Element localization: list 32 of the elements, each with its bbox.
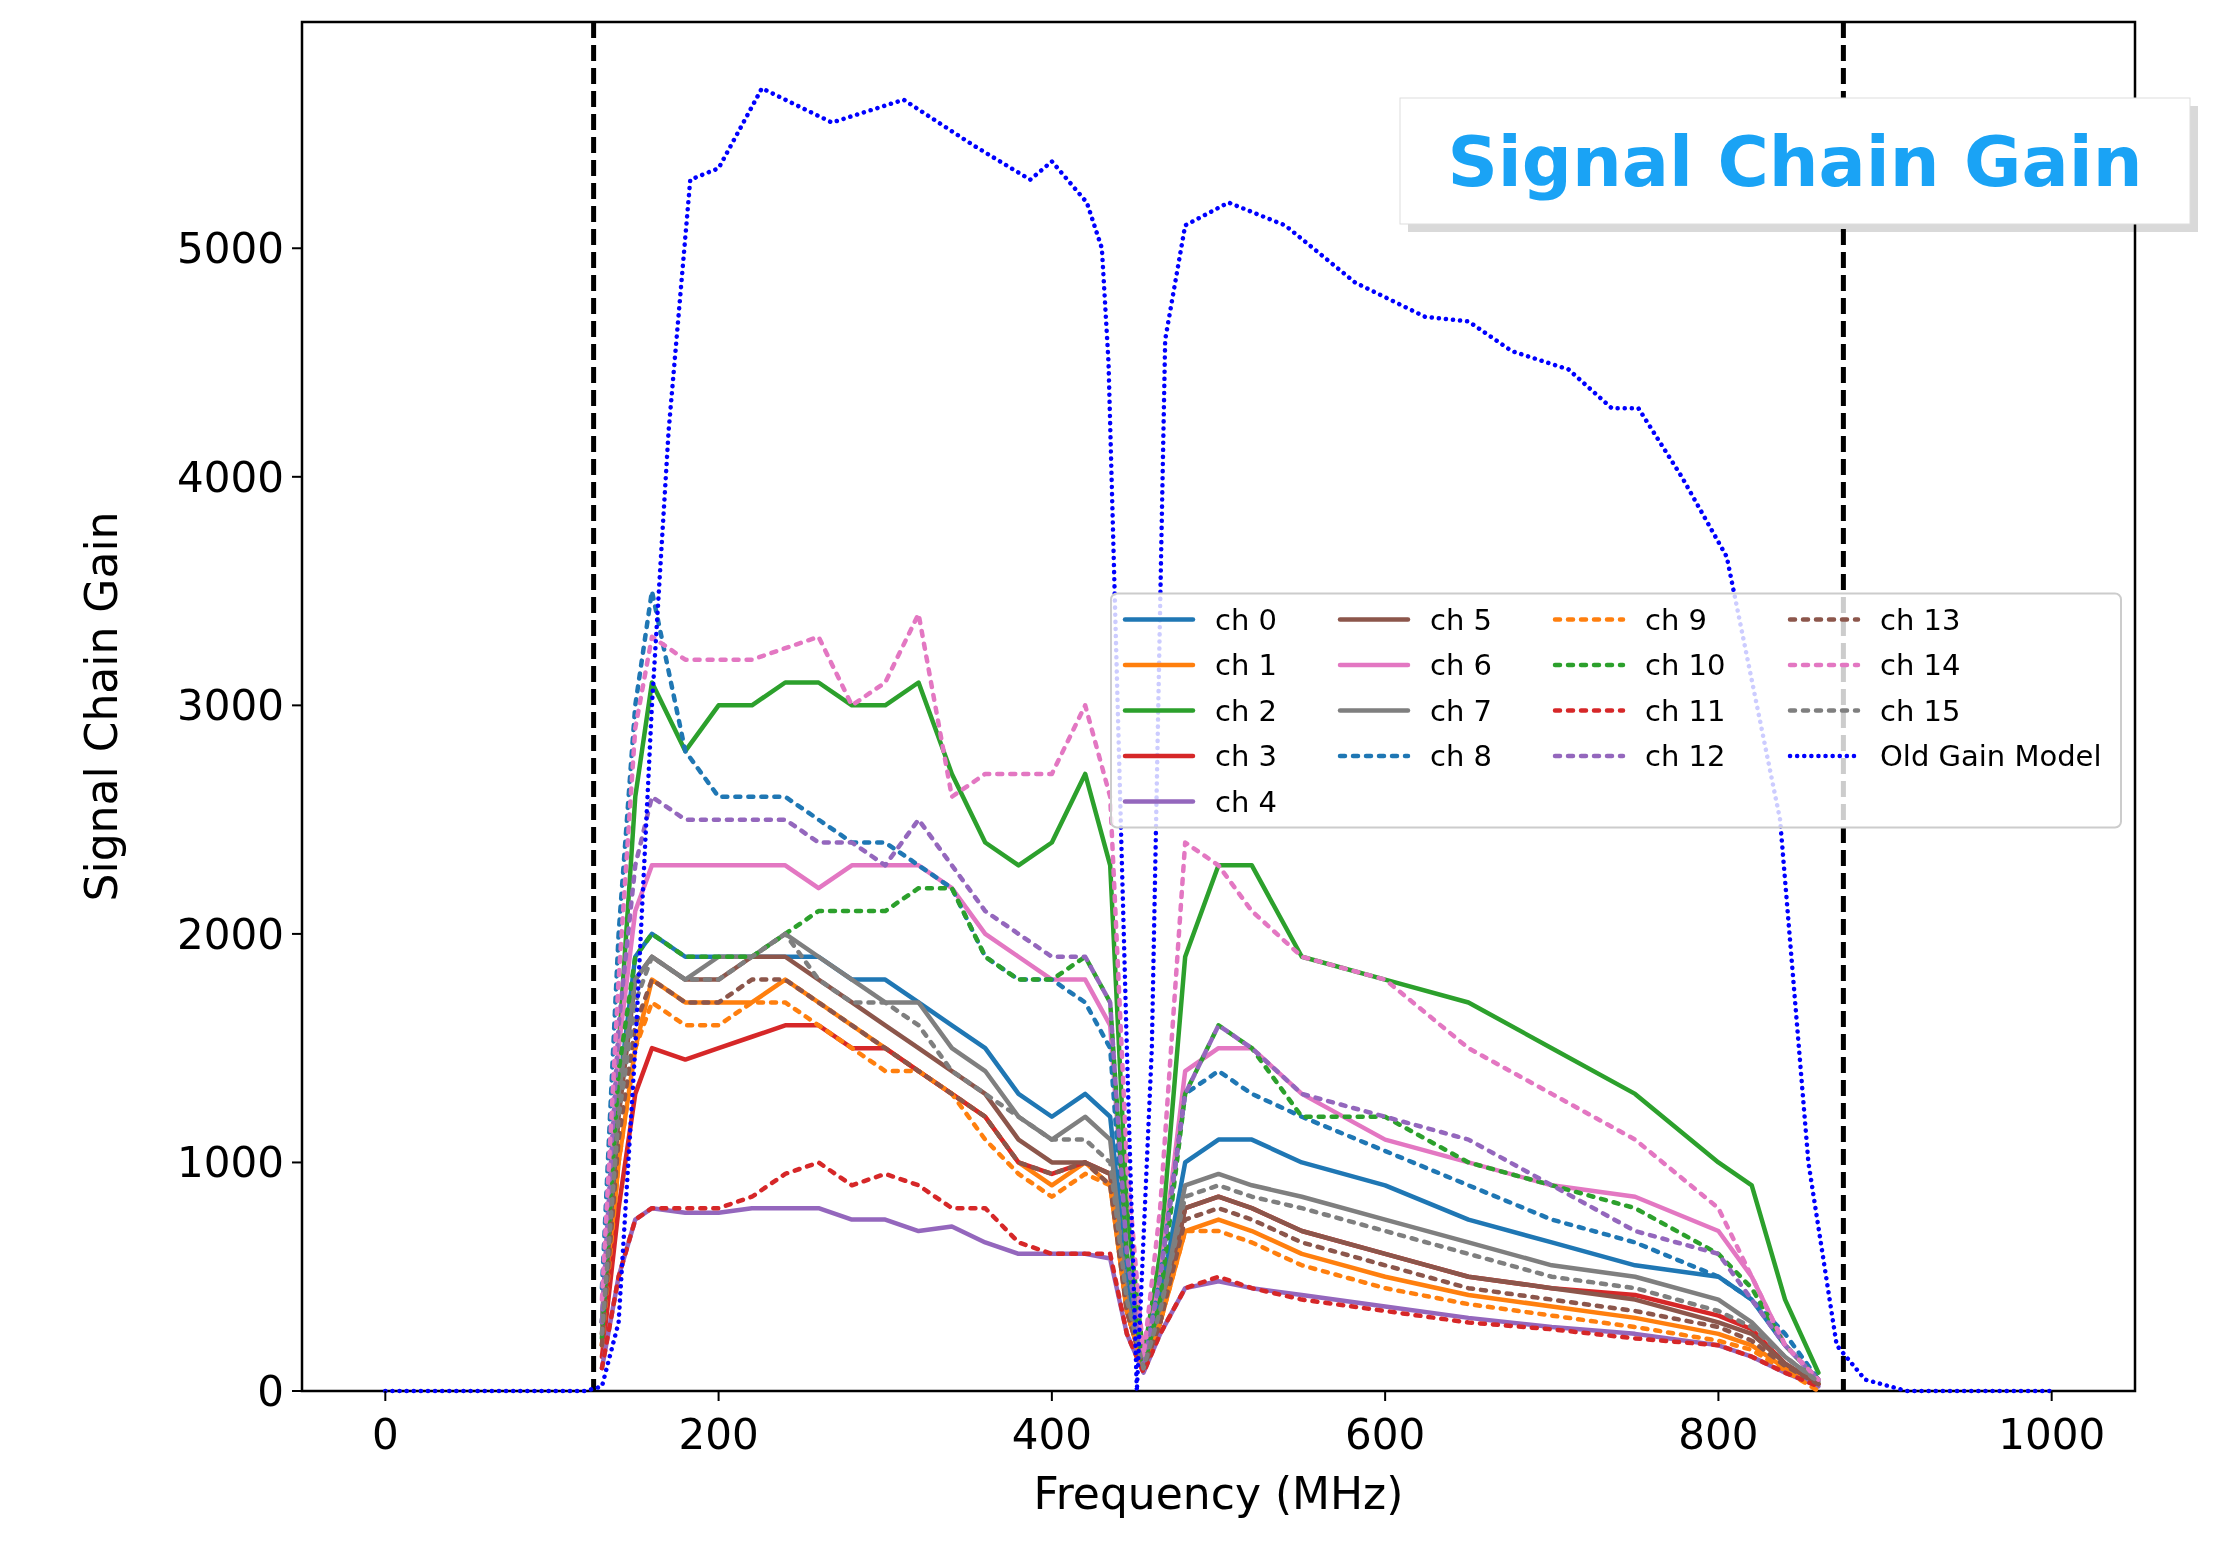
y-tick-label: 1000 [177, 1138, 284, 1188]
legend-label: ch 12 [1645, 739, 1726, 773]
y-tick-label: 3000 [177, 681, 284, 731]
x-tick-label: 1000 [1998, 1410, 2106, 1459]
legend-label: ch 8 [1430, 739, 1492, 773]
x-axis-title: Frequency (MHz) [1033, 1468, 1404, 1519]
x-tick-label: 800 [1678, 1410, 1759, 1459]
legend-label: Old Gain Model [1880, 739, 2102, 773]
legend-label: ch 3 [1215, 739, 1277, 773]
legend-label: ch 11 [1645, 693, 1726, 728]
y-tick-label: 0 [257, 1367, 284, 1416]
legend-label: ch 14 [1880, 648, 1961, 682]
legend-label: ch 1 [1215, 648, 1277, 682]
legend-label: ch 2 [1215, 693, 1277, 728]
legend-label: ch 4 [1215, 784, 1277, 819]
x-tick-label: 400 [1011, 1410, 1092, 1459]
x-tick-label: 200 [678, 1410, 759, 1459]
text: Signal Chain Gain [1447, 121, 2143, 203]
legend-label: ch 9 [1645, 602, 1707, 637]
y-tick-label: 5000 [177, 224, 284, 274]
legend-label: ch 10 [1645, 648, 1726, 682]
legend-label: ch 6 [1430, 648, 1492, 682]
legend-label: ch 5 [1430, 602, 1492, 637]
x-tick-label: 600 [1345, 1410, 1426, 1459]
y-axis-title: Signal Chain Gain [76, 511, 127, 902]
y-tick-label: 2000 [177, 909, 284, 959]
x-tick-label: 0 [371, 1410, 399, 1459]
legend-label: ch 7 [1430, 693, 1492, 728]
y-tick-label: 4000 [177, 452, 284, 502]
legend-label: ch 13 [1880, 602, 1961, 637]
legend-label: ch 0 [1215, 602, 1277, 637]
legend-label: ch 15 [1880, 693, 1961, 728]
